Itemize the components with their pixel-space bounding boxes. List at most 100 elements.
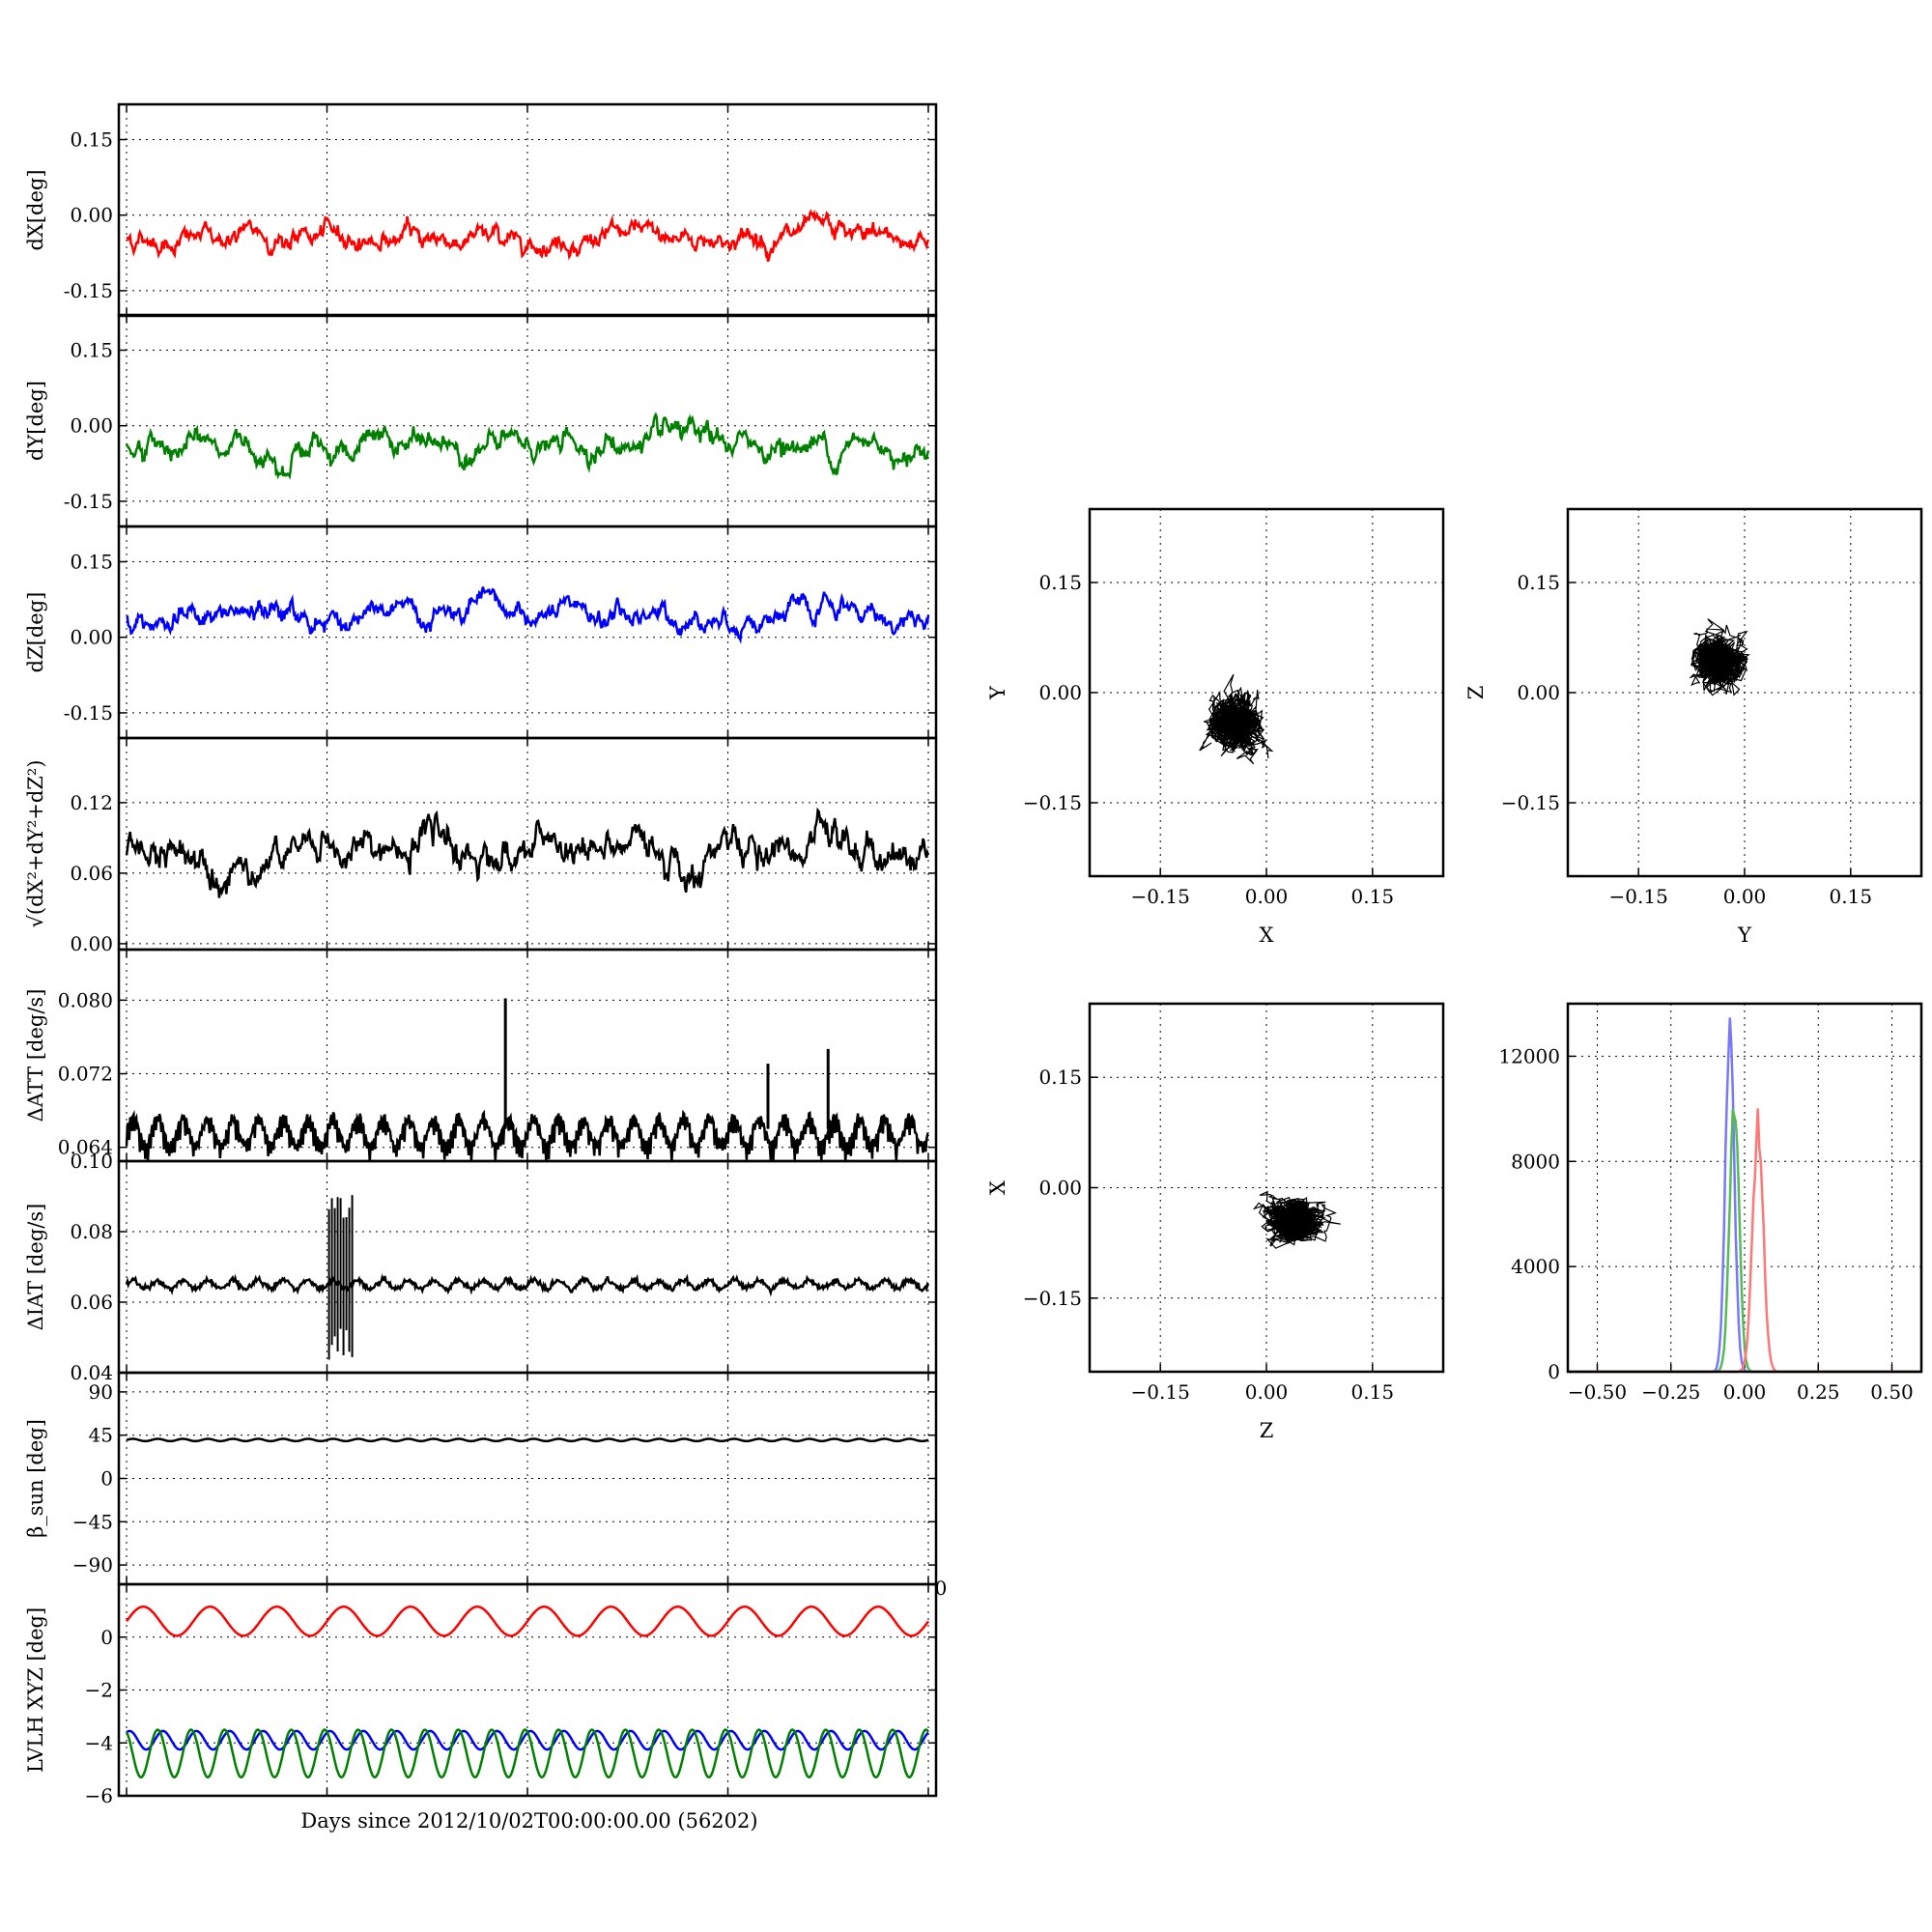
- ylabel-beta: β_sun [deg]: [24, 1419, 47, 1538]
- panel-frame: [117, 1159, 938, 1375]
- ytick-label: 0.12: [70, 791, 113, 814]
- ylabel-yz_scatter: Z: [1464, 686, 1488, 700]
- ytick-label: 0.064: [58, 1136, 113, 1159]
- scatter-trace: [1252, 1190, 1341, 1249]
- panel-dR: 0.12 0.06 0.00 √(dX²+dY²+dZ²): [24, 736, 938, 955]
- panel-frame: [117, 525, 938, 740]
- ytick-label: −0.15: [1023, 791, 1082, 814]
- xtick-label: 0.00: [1723, 1380, 1767, 1404]
- ytick-label: 0.00: [1038, 681, 1082, 704]
- ylabel-dX: dX[deg]: [24, 169, 47, 250]
- ytick-label: 0.00: [1517, 681, 1560, 704]
- series-line-beta: [126, 1437, 929, 1443]
- series-line-lvlh: [125, 1728, 930, 1779]
- ylabel-lvlh: LVLH XYZ [deg]: [24, 1607, 47, 1773]
- ytick-label: 0.072: [58, 1063, 113, 1086]
- xtick-label: −0.50: [1568, 1380, 1627, 1404]
- xtick-label: 0.15: [1351, 885, 1395, 908]
- panel-zx_scatter: −0.15 0.00 0.15 0.15 0.00 −0.15 Z X: [986, 1002, 1445, 1442]
- xlabel-zx_scatter: Z: [1260, 1419, 1274, 1442]
- xtick-label: −0.15: [1131, 1380, 1190, 1404]
- ytick-label: -0.15: [64, 490, 113, 513]
- ytick-label: 0: [1548, 1360, 1560, 1383]
- ytick-label: -0.15: [64, 701, 113, 724]
- xtick-label: 0.00: [1723, 885, 1767, 908]
- ytick-label: 0.15: [70, 339, 113, 362]
- series-line-dX: [126, 209, 930, 263]
- ytick-label: 0.15: [1038, 1065, 1082, 1089]
- panel-beta: 90 45 0 −45 −90 β_sun [deg]: [24, 1371, 938, 1586]
- xtick-label: 0.15: [1830, 885, 1873, 908]
- ytick-label: −4: [85, 1731, 113, 1754]
- panel-lvlh: 0 −2 −4 −6 LVLH XYZ [deg]: [24, 1582, 938, 1807]
- ytick-label: 0: [100, 1467, 113, 1491]
- panel-frame: [1566, 507, 1923, 878]
- ylabel-xy_scatter: Y: [986, 685, 1009, 700]
- panel-dY: 0.15 0.00 -0.15 dY[deg]: [24, 313, 938, 528]
- ytick-label: 0: [100, 1626, 113, 1649]
- panel-dX: 0.15 0.00 -0.15 dX[deg]: [24, 102, 938, 318]
- ytick-label: 0.15: [1038, 571, 1082, 594]
- panel-frame: [117, 1582, 938, 1798]
- panel-xy_scatter: −0.15 0.00 0.15 0.15 0.00 −0.15 X Y: [986, 507, 1445, 947]
- ytick-label: 45: [89, 1424, 113, 1447]
- series-line-dATT: [125, 1109, 930, 1162]
- ylabel-dATT: ΔATT [deg/s]: [24, 989, 47, 1122]
- stray-tick-label: 0: [935, 1577, 948, 1600]
- panel-dIAT: 0.10 0.08 0.06 0.04 ΔIAT [deg/s]: [24, 1150, 938, 1384]
- panel-dZ: 0.15 0.00 -0.15 dZ[deg]: [24, 525, 938, 740]
- series-line-lvlh: [126, 1605, 930, 1637]
- ytick-label: -0.15: [64, 279, 113, 302]
- xtick-label: 0.25: [1797, 1380, 1840, 1404]
- ytick-label: 0.10: [70, 1150, 113, 1173]
- ytick-label: 90: [89, 1380, 113, 1404]
- ylabel-dIAT: ΔIAT [deg/s]: [24, 1204, 47, 1331]
- ytick-label: 4000: [1511, 1255, 1560, 1278]
- panel-frame: [1088, 507, 1445, 878]
- panel-yz_scatter: −0.15 0.00 0.15 0.15 0.00 −0.15 Y Z: [1464, 507, 1923, 947]
- ytick-label: −2: [85, 1679, 113, 1702]
- ytick-label: 0.15: [1517, 571, 1560, 594]
- ylabel-dY: dY[deg]: [24, 381, 47, 461]
- ytick-label: 0.15: [70, 551, 113, 574]
- panel-frame: [117, 736, 938, 952]
- ytick-label: 0.15: [70, 128, 113, 152]
- xtick-label: 0.15: [1351, 1380, 1395, 1404]
- ytick-label: 0.00: [70, 204, 113, 227]
- ytick-label: −6: [85, 1784, 113, 1807]
- ytick-label: 0.00: [1038, 1177, 1082, 1200]
- series-line-dZ: [126, 586, 930, 644]
- xtick-label: 0.00: [1245, 1380, 1289, 1404]
- ylabel-dZ: dZ[deg]: [24, 592, 47, 673]
- xtick-label: −0.15: [1609, 885, 1668, 908]
- panel-dATT: 0.080 0.072 0.064 ΔATT [deg/s]: [24, 948, 938, 1163]
- panel-histogram: −0.50 −0.25 0.00 0.25 0.50 12000 8000 4000 0: [1498, 1002, 1923, 1404]
- series-line-dR: [125, 807, 930, 898]
- panel-frame: [1088, 1002, 1445, 1374]
- xlabel-yz_scatter: Y: [1737, 923, 1752, 947]
- series-line-dY: [125, 412, 930, 480]
- ytick-label: 0.00: [70, 414, 113, 438]
- ytick-label: −45: [72, 1510, 113, 1533]
- scatter-trace: [1689, 618, 1750, 696]
- xtick-label: −0.15: [1131, 885, 1190, 908]
- ytick-label: 0.00: [70, 932, 113, 955]
- ytick-label: −0.15: [1501, 791, 1560, 814]
- ytick-label: 0.00: [70, 626, 113, 649]
- ytick-label: −90: [72, 1553, 113, 1577]
- ytick-label: 0.06: [70, 862, 113, 885]
- panel-frame: [1566, 1002, 1923, 1374]
- plots-layer: 0.15 0.00 -0.15 dX[deg] 0.15 0.00 -0.15 dY[deg]…: [24, 102, 1923, 1807]
- panel-frame: [117, 102, 938, 318]
- ytick-label: 8000: [1511, 1150, 1560, 1173]
- xlabel-xy_scatter: X: [1260, 923, 1274, 947]
- ytick-label: −0.15: [1023, 1287, 1082, 1310]
- xtick-label: −0.25: [1641, 1380, 1700, 1404]
- series-line-dIAT: [125, 1273, 930, 1297]
- ytick-label: 12000: [1498, 1044, 1560, 1067]
- ytick-label: 0.06: [70, 1291, 113, 1314]
- xtick-label: 0.00: [1245, 885, 1289, 908]
- ytick-label: 0.080: [58, 988, 113, 1011]
- figure-xlabel: Days since 2012/10/02T00:00:00.00 (56202…: [300, 1809, 757, 1833]
